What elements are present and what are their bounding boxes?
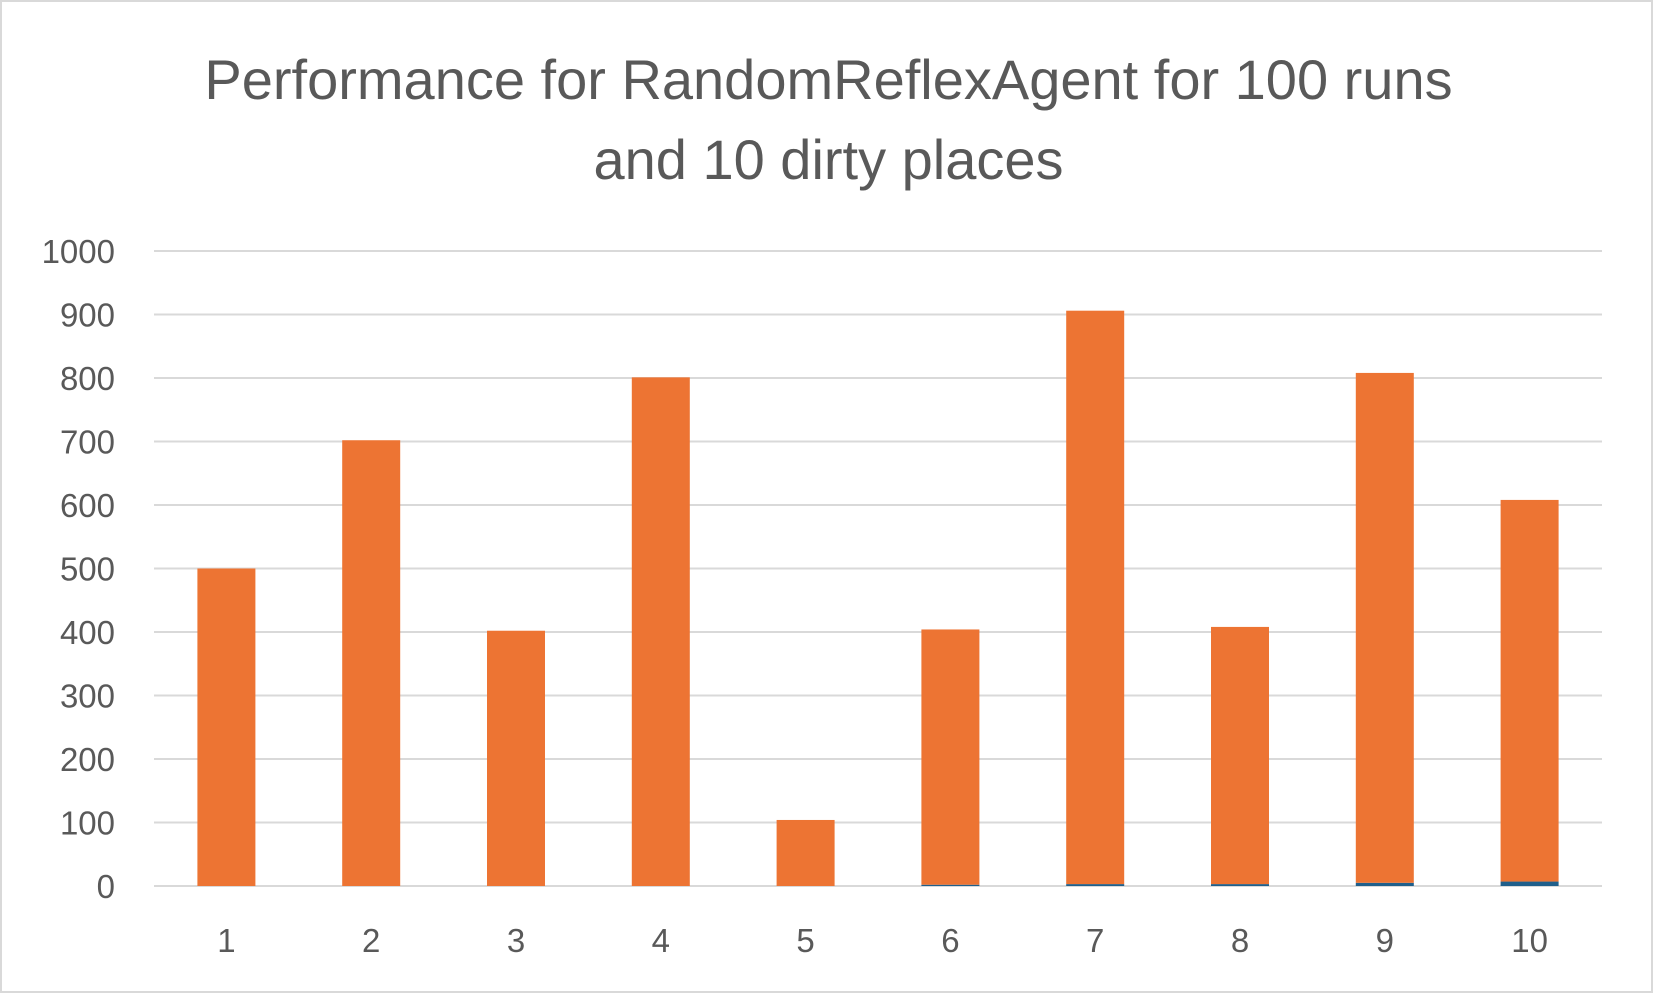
bar-3-series-2 — [487, 630, 545, 886]
bar-10-series-2 — [1500, 499, 1559, 882]
x-tick-label-8: 8 — [1231, 922, 1249, 959]
bar-7-series-2 — [1066, 310, 1125, 885]
bar-5-series-2 — [776, 819, 835, 886]
bars — [197, 310, 1559, 886]
x-tick-label-1: 1 — [217, 922, 235, 959]
x-axis-tick-labels: 1 2 3 4 5 6 7 8 9 10 — [217, 922, 1548, 959]
bar-7-series-1 — [1066, 884, 1125, 886]
x-tick-label-2: 2 — [362, 922, 380, 959]
chart-title: Performance for RandomReflexAgent for 10… — [2, 40, 1653, 200]
bar-6-series-2 — [921, 629, 980, 885]
x-tick-label-6: 6 — [941, 922, 959, 959]
y-tick-label-200: 200 — [60, 741, 115, 778]
y-tick-label-400: 400 — [60, 614, 115, 651]
bar-4-series-2 — [631, 377, 690, 886]
bar-1-series-2 — [197, 568, 256, 886]
x-tick-label-10: 10 — [1511, 922, 1548, 959]
y-tick-label-900: 900 — [60, 297, 115, 334]
y-tick-label-1000: 1000 — [42, 233, 115, 270]
chart-title-line-1: Performance for RandomReflexAgent for 10… — [204, 48, 1453, 111]
y-tick-label-600: 600 — [60, 487, 115, 524]
x-tick-label-9: 9 — [1376, 922, 1394, 959]
bar-2-series-2 — [342, 440, 401, 886]
x-tick-label-4: 4 — [652, 922, 670, 959]
bar-9-series-1 — [1355, 882, 1414, 886]
bar-8-series-2 — [1211, 626, 1269, 885]
y-tick-label-800: 800 — [60, 360, 115, 397]
y-tick-label-0: 0 — [97, 868, 115, 905]
y-axis-tick-labels: 0 100 200 300 400 500 600 700 800 900 1000 — [42, 233, 115, 905]
y-tick-label-700: 700 — [60, 424, 115, 461]
chart-title-line-2: and 10 dirty places — [593, 128, 1064, 191]
bar-8-series-1 — [1211, 884, 1269, 886]
x-tick-label-7: 7 — [1086, 922, 1104, 959]
y-tick-label-500: 500 — [60, 551, 115, 588]
x-tick-label-5: 5 — [796, 922, 814, 959]
x-tick-label-3: 3 — [507, 922, 525, 959]
y-tick-label-300: 300 — [60, 678, 115, 715]
bar-9-series-2 — [1355, 372, 1414, 883]
y-tick-label-100: 100 — [60, 805, 115, 842]
bar-10-series-1 — [1500, 881, 1559, 886]
bar-6-series-1 — [921, 884, 980, 886]
